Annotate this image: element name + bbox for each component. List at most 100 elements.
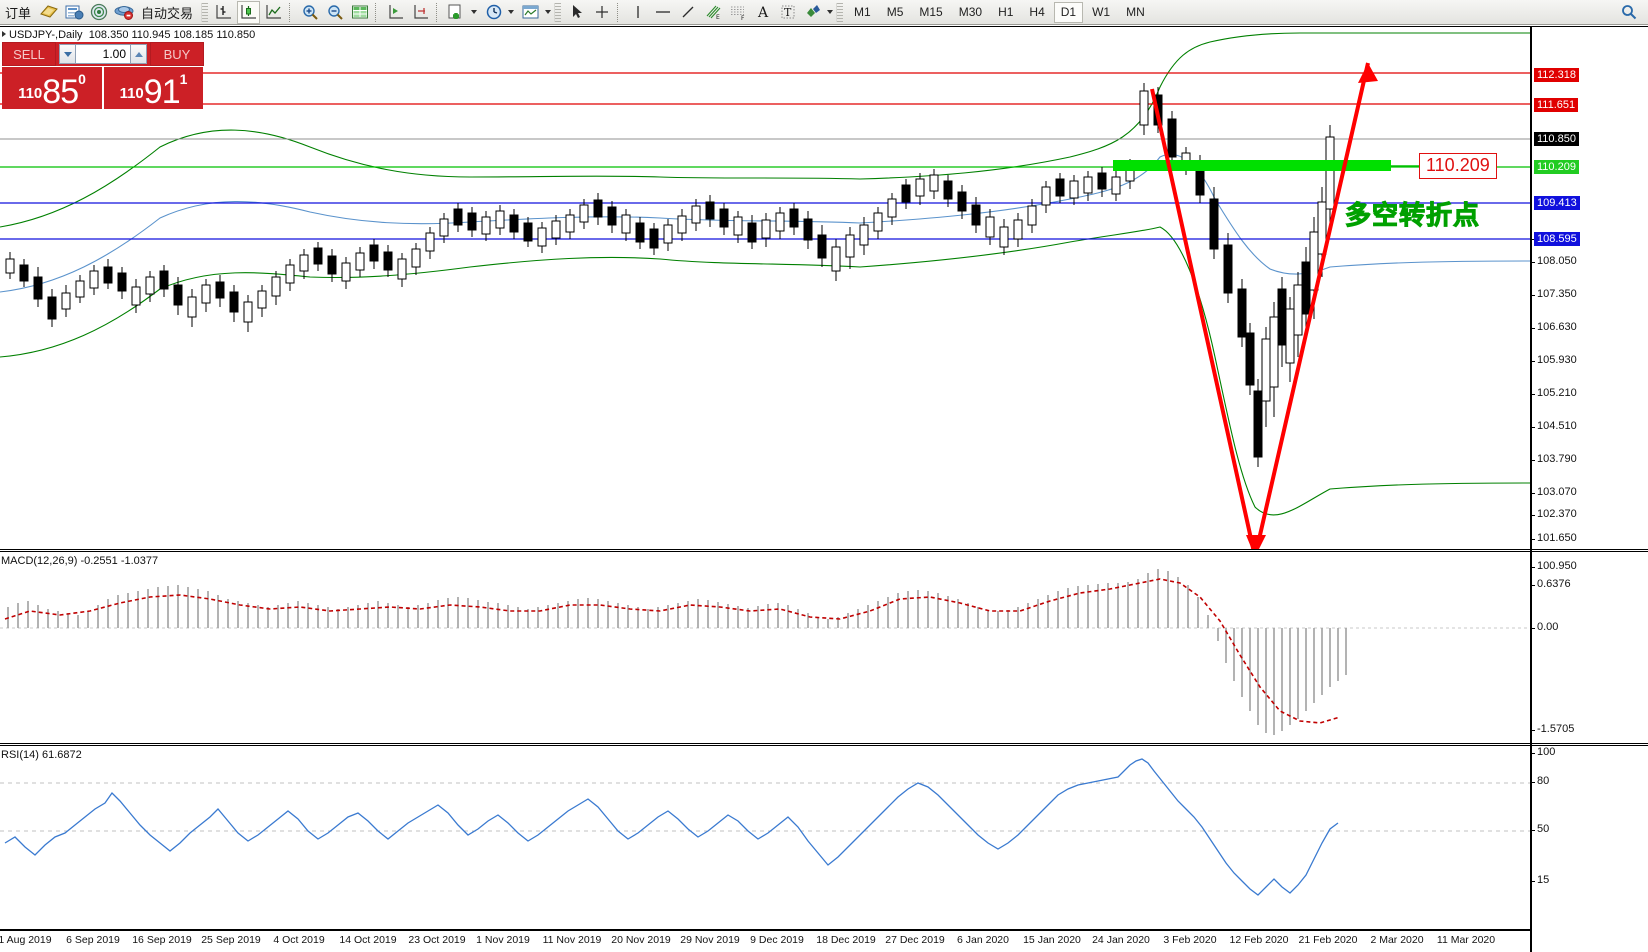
zoom-in-icon[interactable] [298, 1, 321, 24]
ytick-106-630: 106.630 [1532, 321, 1577, 333]
search-icon[interactable] [1617, 1, 1640, 24]
crosshair-icon[interactable] [590, 1, 613, 24]
line-chart-icon[interactable] [262, 1, 285, 24]
autotrading-label[interactable]: 自动交易 [141, 6, 194, 22]
data-window-icon[interactable] [348, 1, 371, 24]
ytick-103-790: 103.790 [1532, 453, 1577, 465]
toolbar-separator-2 [375, 2, 380, 22]
timeframe-w1[interactable]: W1 [1092, 5, 1111, 19]
macd-signal-line [4, 578, 1341, 724]
timeframe-d1[interactable]: D1 [1053, 1, 1084, 23]
shift-chart-start-icon[interactable] [384, 1, 407, 24]
bar-chart-icon[interactable] [212, 1, 235, 24]
zoom-out-icon[interactable] [323, 1, 346, 24]
toolbar-grip-3[interactable] [836, 2, 844, 22]
pane-separator-rsi[interactable] [0, 743, 1648, 746]
text-object-icon[interactable]: T [776, 1, 799, 24]
signals-icon[interactable] [87, 1, 110, 24]
timeframe-m15[interactable]: M15 [919, 5, 943, 19]
sell-button[interactable]: SELL [2, 42, 56, 66]
xtick-3: 25 Sep 2019 [201, 934, 261, 946]
xtick-19: 21 Feb 2020 [1298, 934, 1358, 946]
templates-dropdown-caret[interactable] [545, 10, 552, 14]
symbol-name: USDJPY-,Daily [9, 29, 83, 41]
volume-input[interactable]: 1.00 [76, 44, 130, 64]
price-tag-110-209[interactable]: 110.209 [1534, 160, 1579, 174]
period-dropdown-caret[interactable] [508, 10, 515, 14]
xtick-13: 27 Dec 2019 [885, 934, 945, 946]
buy-button[interactable]: BUY [150, 42, 204, 66]
new-chart-icon[interactable] [445, 1, 468, 24]
volume-decrease-button[interactable] [59, 44, 76, 64]
price-tag-108-595[interactable]: 108.595 [1534, 232, 1580, 246]
text-label-icon[interactable]: A [751, 1, 774, 24]
price-tag-112-318[interactable]: 112.318 [1534, 68, 1579, 82]
fibonacci-icon[interactable]: F [726, 1, 749, 24]
news-icon[interactable] [62, 1, 85, 24]
toolbar-separator-1 [289, 2, 294, 22]
timeframe-mn[interactable]: MN [1126, 5, 1145, 19]
trendline-icon[interactable] [676, 1, 699, 24]
svg-text:E: E [716, 14, 720, 21]
sell-price-main: 85 [42, 73, 79, 111]
timeframe-h1[interactable]: H1 [998, 5, 1014, 19]
timeframe-h4[interactable]: H4 [1029, 5, 1045, 19]
rsi-ytick-100: 100 [1531, 746, 1556, 758]
sell-price-display[interactable]: 110 85 0 [2, 67, 102, 109]
equidistant-channel-icon[interactable]: E [701, 1, 724, 24]
buy-price-sup: 1 [179, 71, 188, 87]
timeframe-m5[interactable]: M5 [886, 5, 904, 19]
timeframe-m1[interactable]: M1 [854, 5, 871, 19]
shift-chart-end-icon[interactable] [409, 1, 432, 24]
xtick-12: 18 Dec 2019 [816, 934, 876, 946]
price-axis[interactable]: 108.770 108.050 107.350 106.630 105.930 … [1530, 27, 1648, 952]
symbol-expand-icon[interactable] [2, 31, 6, 37]
ytick-107-350: 107.350 [1532, 288, 1577, 300]
period-clock-icon[interactable] [482, 1, 505, 24]
macd-ytick-min: -1.5705 [1531, 723, 1575, 735]
ytick-100-950: 100.950 [1532, 560, 1577, 572]
ytick-108-050: 108.050 [1532, 255, 1577, 267]
xtick-14: 6 Jan 2020 [957, 934, 1009, 946]
new-chart-dropdown-caret[interactable] [471, 10, 478, 14]
toolbar-grip-1[interactable] [201, 2, 209, 22]
price-tag-111-651[interactable]: 111.651 [1534, 98, 1579, 112]
xtick-6: 23 Oct 2019 [408, 934, 466, 946]
templates-icon[interactable] [519, 1, 542, 24]
one-click-trading-panel[interactable]: SELL 1.00 BUY 110 85 0 110 91 1 [2, 42, 204, 109]
time-axis[interactable]: 1 Aug 2019 6 Sep 2019 16 Sep 2019 25 Sep… [0, 929, 1530, 951]
xtick-2: 16 Sep 2019 [132, 934, 192, 946]
horizontal-line-icon[interactable] [651, 1, 674, 24]
arrows-icon[interactable] [801, 1, 824, 24]
order-label[interactable]: 订单 [5, 6, 32, 22]
algo-hat-icon[interactable] [112, 1, 135, 24]
xtick-16: 24 Jan 2020 [1092, 934, 1150, 946]
ytick-102-370: 102.370 [1532, 508, 1577, 520]
svg-text:F: F [741, 15, 745, 21]
price-pane[interactable] [0, 27, 1530, 549]
xtick-9: 20 Nov 2019 [611, 934, 671, 946]
toolbar-separator-4 [617, 2, 622, 22]
timeframe-m30[interactable]: M30 [958, 5, 983, 19]
volume-stepper[interactable]: 1.00 [56, 42, 150, 66]
trendline-arrow-down [1246, 535, 1266, 549]
volume-increase-button[interactable] [130, 44, 147, 64]
candlestick-chart-icon[interactable] [237, 0, 261, 24]
chart-window[interactable]: USDJPY-,Daily 108.350 110.945 108.185 11… [0, 26, 1648, 952]
cursor-icon[interactable] [565, 1, 588, 24]
toolbar-grip-2[interactable] [554, 2, 562, 22]
new-order-icon[interactable] [37, 1, 60, 24]
arrows-dropdown-caret[interactable] [827, 10, 834, 14]
xtick-7: 1 Nov 2019 [476, 934, 530, 946]
price-tag-current[interactable]: 110.850 [1534, 132, 1579, 146]
vertical-line-icon[interactable] [626, 1, 649, 24]
trade-panel-top-row: SELL 1.00 BUY [2, 42, 204, 66]
macd-pane[interactable]: MACD(12,26,9) -0.2551 -1.0377 [0, 553, 1530, 743]
xtick-18: 12 Feb 2020 [1229, 934, 1289, 946]
buy-price-display[interactable]: 110 91 1 [102, 67, 203, 109]
svg-text:A: A [757, 5, 769, 21]
pane-separator-macd[interactable] [0, 549, 1648, 552]
rsi-pane[interactable]: RSI(14) 61.6872 [0, 747, 1530, 930]
xtick-20: 2 Mar 2020 [1370, 934, 1424, 946]
price-tag-109-413[interactable]: 109.413 [1534, 196, 1580, 210]
